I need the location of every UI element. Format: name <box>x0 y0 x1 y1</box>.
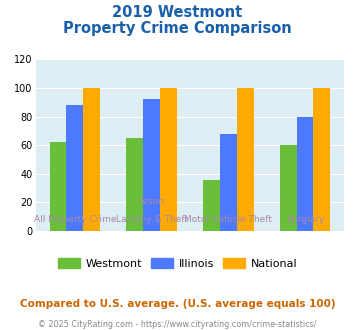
Text: © 2025 CityRating.com - https://www.cityrating.com/crime-statistics/: © 2025 CityRating.com - https://www.city… <box>38 320 317 329</box>
Bar <box>160 88 177 231</box>
Bar <box>203 180 220 231</box>
Bar <box>280 145 296 231</box>
Text: Larceny & Theft: Larceny & Theft <box>115 215 188 224</box>
Text: All Property Crime: All Property Crime <box>34 215 116 224</box>
Text: Property Crime Comparison: Property Crime Comparison <box>63 21 292 36</box>
Legend: Westmont, Illinois, National: Westmont, Illinois, National <box>53 253 302 273</box>
Bar <box>50 142 66 231</box>
Bar <box>126 138 143 231</box>
Bar <box>83 88 100 231</box>
Text: Burglary: Burglary <box>286 215 324 224</box>
Bar <box>143 99 160 231</box>
Bar <box>220 134 237 231</box>
Text: Motor Vehicle Theft: Motor Vehicle Theft <box>184 215 272 224</box>
Text: Arson: Arson <box>139 197 164 206</box>
Text: Compared to U.S. average. (U.S. average equals 100): Compared to U.S. average. (U.S. average … <box>20 299 335 309</box>
Bar <box>296 116 313 231</box>
Bar <box>313 88 330 231</box>
Bar <box>66 105 83 231</box>
Text: 2019 Westmont: 2019 Westmont <box>113 5 242 20</box>
Bar <box>237 88 253 231</box>
